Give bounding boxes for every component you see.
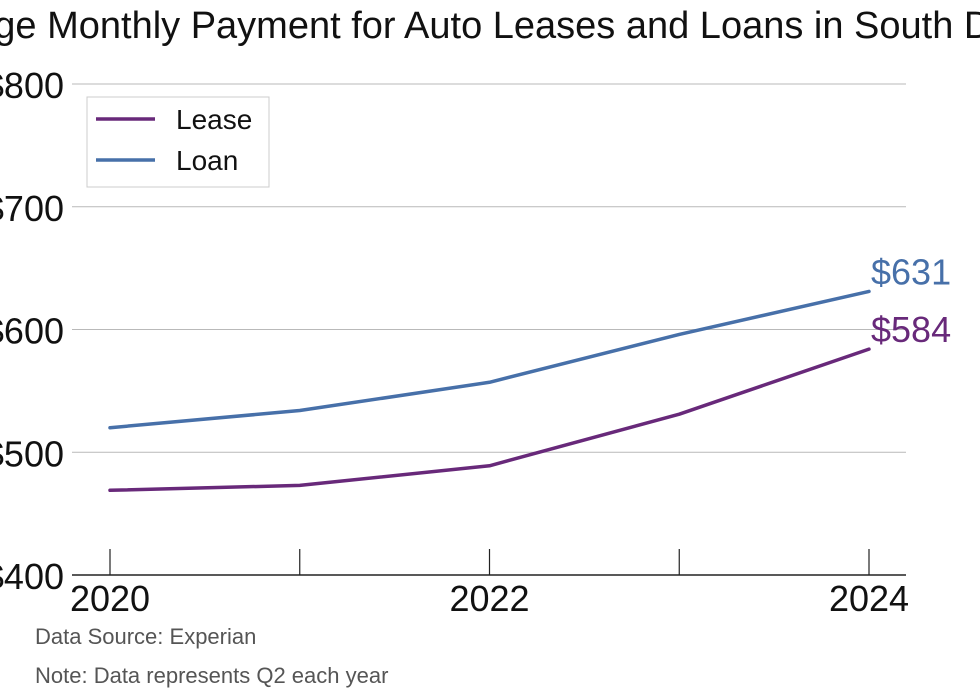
y-axis: $400 $500 $600 $700 $800 [0,65,64,597]
series-lines [108,289,871,493]
y-tick-label: $400 [0,556,64,597]
data-note: Note: Data represents Q2 each year [35,663,389,688]
end-labels: $584 $631 [871,251,951,350]
y-tick-label: $600 [0,311,64,352]
series-line-loan [108,289,871,430]
x-axis: 2020 2022 2024 [70,549,909,619]
series-line-lease [108,347,871,493]
end-label-loan: $631 [871,251,951,292]
legend: Lease Loan [86,96,270,188]
end-label-lease: $584 [871,309,951,350]
x-tick-label: 2022 [449,578,529,619]
gridlines [72,83,906,453]
chart-title: Average Monthly Payment for Auto Leases … [0,5,980,47]
data-source-note: Data Source: Experian [35,624,257,649]
x-tick-label: 2020 [70,578,150,619]
y-tick-label: $500 [0,433,64,474]
legend-label: Lease [176,104,252,135]
legend-box [86,96,270,188]
y-tick-label: $800 [0,65,64,106]
x-tick-label: 2024 [829,578,909,619]
legend-label: Loan [176,145,238,176]
y-tick-label: $700 [0,188,64,229]
